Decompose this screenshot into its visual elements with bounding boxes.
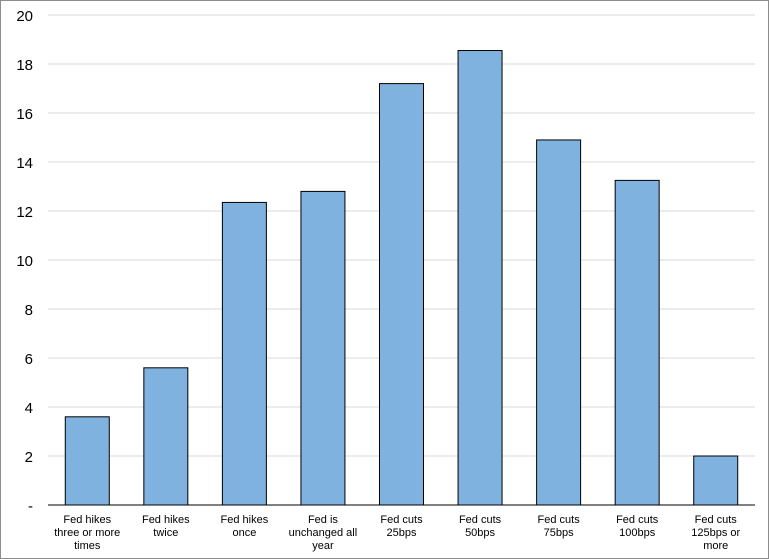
x-tick-label: Fed hikes three or more times	[54, 514, 120, 552]
x-tick-label-line: 125bps or	[691, 527, 740, 539]
x-tick-label-line: Fed cuts	[380, 514, 423, 526]
x-tick-label-line: once	[232, 527, 256, 539]
x-tick-label-line: 75bps	[544, 527, 574, 539]
bar	[143, 367, 189, 506]
x-tick-label-line: Fed hikes	[142, 514, 190, 526]
x-tick-label: Fed hikes once	[221, 514, 269, 539]
x-tick-label-line: three or more	[54, 527, 120, 539]
x-tick-label-line: 50bps	[465, 527, 495, 539]
x-tick-label-line: Fed cuts	[695, 514, 738, 526]
x-tick-label: Fed cuts 75bps	[538, 514, 581, 539]
y-tick-label: 6	[25, 351, 33, 368]
x-tick-label-line: Fed hikes	[221, 514, 269, 526]
y-tick-label: 18	[16, 57, 33, 74]
x-tick-label-line: Fed is	[308, 514, 338, 526]
bar	[693, 455, 739, 506]
bar	[457, 50, 503, 506]
x-tick-label: Fed is unchanged all year	[289, 514, 358, 552]
y-tick-label: 20	[16, 8, 33, 25]
y-tick-label: 12	[16, 204, 33, 221]
x-tick-label: Fed cuts 50bps	[459, 514, 502, 539]
x-tick-label-line: times	[74, 540, 101, 552]
x-tick-label-line: Fed cuts	[616, 514, 659, 526]
bar	[536, 139, 582, 506]
y-tick-label: 10	[16, 253, 33, 270]
y-tick-label: 8	[25, 302, 33, 319]
x-tick-label-line: more	[703, 540, 728, 552]
x-tick-label-line: Fed hikes	[63, 514, 111, 526]
x-tick-label-line: 25bps	[387, 527, 417, 539]
y-tick-label: 4	[25, 400, 33, 417]
x-tick-label-line: unchanged all	[289, 527, 358, 539]
x-tick-label-line: Fed cuts	[538, 514, 581, 526]
x-tick-label-line: year	[312, 540, 334, 552]
bar	[379, 83, 424, 506]
y-tick-label: 2	[25, 449, 33, 466]
bar	[221, 201, 267, 506]
x-tick-label-line: Fed cuts	[459, 514, 502, 526]
x-tick-label-line: 100bps	[619, 527, 656, 539]
bar	[614, 179, 660, 506]
bars	[64, 50, 739, 506]
y-tick-label: 14	[16, 155, 33, 172]
y-tick-label: -	[28, 498, 33, 515]
x-tick-label: Fed cuts 25bps	[380, 514, 423, 539]
y-tick-label: 16	[16, 106, 33, 123]
x-tick-label: Fed hikes twice	[142, 514, 190, 539]
x-tick-label: Fed cuts 100bps	[616, 514, 659, 539]
x-tick-label-line: twice	[153, 527, 178, 539]
y-axis-ticks: - 2 4 6 8 10 12 14 16 18 20	[16, 8, 33, 515]
x-tick-label: Fed cuts 125bps or more	[691, 514, 740, 552]
bar	[300, 190, 346, 506]
bar	[64, 416, 110, 506]
